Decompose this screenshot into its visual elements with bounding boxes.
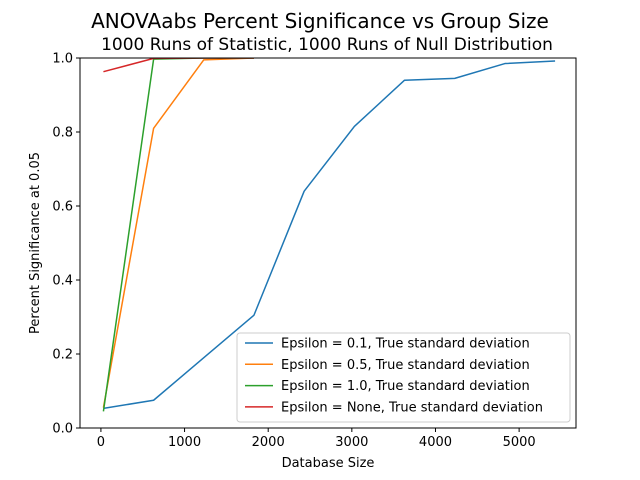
series-line-1 xyxy=(102,58,255,408)
legend-label: Epsilon = 1.0, True standard deviation xyxy=(281,379,530,394)
y-tick-label: 0.4 xyxy=(52,274,73,289)
x-tick-label: 4000 xyxy=(419,435,452,450)
x-tick-label: 3000 xyxy=(335,435,368,450)
chart-title: ANOVAabs Percent Significance vs Group S… xyxy=(91,9,549,33)
y-tick-label: 0.0 xyxy=(52,422,73,437)
series-line-0 xyxy=(103,60,556,410)
legend-label: Epsilon = None, True standard deviation xyxy=(281,400,543,415)
y-tick-label: 0.6 xyxy=(52,200,73,215)
x-axis-label: Database Size xyxy=(282,456,375,471)
legend-box xyxy=(236,332,571,423)
y-axis: 0.0 0.2 0.4 0.6 0.8 1.0 xyxy=(52,52,80,437)
x-tick-label: 1000 xyxy=(168,435,201,450)
x-axis: 0 1000 2000 3000 4000 5000 xyxy=(97,428,536,450)
legend-label: Epsilon = 0.5, True standard deviation xyxy=(281,358,530,373)
y-tick-label: 0.2 xyxy=(52,348,73,363)
x-tick-label: 2000 xyxy=(252,435,285,450)
legend: Epsilon = 0.1, True standard deviation Ep… xyxy=(236,332,571,423)
plot-frame xyxy=(79,57,577,429)
y-tick-label: 1.0 xyxy=(52,52,73,67)
x-tick-label: 0 xyxy=(97,435,105,450)
y-tick-label: 0.8 xyxy=(52,126,73,141)
x-tick-label: 5000 xyxy=(503,435,536,450)
legend-label: Epsilon = 0.1, True standard deviation xyxy=(281,337,530,352)
chart-subtitle: 1000 Runs of Statistic, 1000 Runs of Nul… xyxy=(101,35,553,55)
y-axis-label: Percent Significance at 0.05 xyxy=(28,152,43,334)
series-line-2 xyxy=(102,58,254,412)
series-line-3 xyxy=(103,58,254,73)
